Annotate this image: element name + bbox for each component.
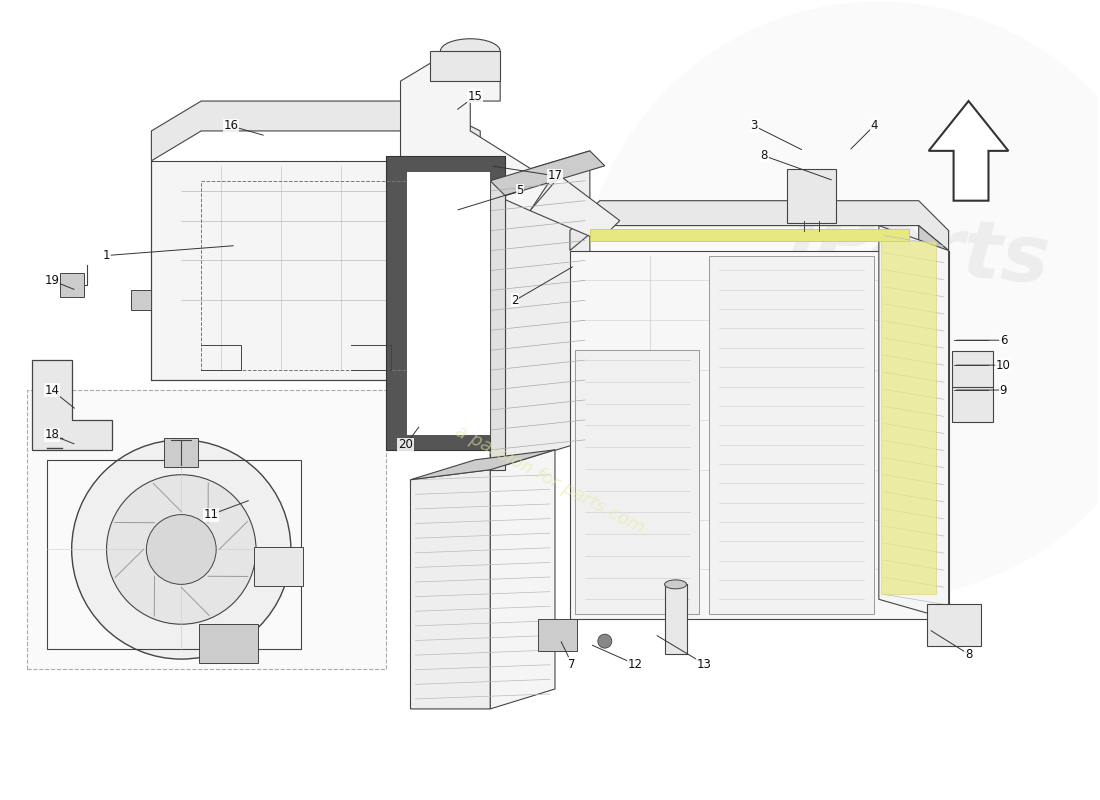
Polygon shape	[406, 170, 491, 435]
Text: 10: 10	[996, 358, 1011, 372]
Polygon shape	[152, 101, 481, 161]
FancyBboxPatch shape	[164, 438, 198, 466]
Text: 4: 4	[870, 119, 878, 133]
Text: 18: 18	[44, 428, 59, 442]
Polygon shape	[400, 51, 550, 210]
Text: 5: 5	[516, 184, 524, 198]
Polygon shape	[491, 450, 556, 709]
Polygon shape	[879, 226, 948, 619]
Text: 19: 19	[44, 274, 59, 287]
FancyBboxPatch shape	[664, 584, 686, 654]
Polygon shape	[152, 161, 481, 380]
FancyBboxPatch shape	[538, 619, 576, 651]
FancyBboxPatch shape	[590, 229, 909, 241]
Text: 13: 13	[697, 658, 712, 670]
Polygon shape	[420, 131, 481, 380]
FancyBboxPatch shape	[199, 624, 258, 663]
Polygon shape	[491, 151, 605, 196]
Text: 15: 15	[468, 90, 483, 102]
FancyBboxPatch shape	[952, 351, 993, 387]
Text: 16: 16	[223, 119, 239, 133]
Text: a passion for parts.com: a passion for parts.com	[452, 422, 648, 538]
Ellipse shape	[664, 580, 686, 589]
FancyBboxPatch shape	[430, 51, 500, 81]
Polygon shape	[530, 176, 619, 241]
FancyBboxPatch shape	[26, 390, 386, 669]
Circle shape	[146, 514, 217, 584]
Text: 3: 3	[750, 119, 758, 133]
Text: 6: 6	[1000, 334, 1008, 346]
Text: 20: 20	[398, 438, 412, 451]
Polygon shape	[491, 181, 505, 470]
Text: 7: 7	[569, 658, 575, 670]
Polygon shape	[132, 290, 152, 310]
FancyBboxPatch shape	[254, 547, 303, 586]
Polygon shape	[32, 360, 111, 450]
Text: 17: 17	[548, 170, 562, 182]
Text: 9: 9	[1000, 383, 1008, 397]
FancyBboxPatch shape	[952, 386, 993, 422]
Polygon shape	[570, 250, 948, 619]
Polygon shape	[410, 470, 491, 709]
Polygon shape	[386, 156, 505, 450]
Text: 12: 12	[627, 658, 642, 670]
Ellipse shape	[440, 38, 500, 64]
Polygon shape	[491, 151, 590, 470]
Text: 8: 8	[760, 150, 768, 162]
FancyBboxPatch shape	[881, 241, 936, 594]
Text: 55: 55	[884, 356, 954, 404]
Ellipse shape	[580, 2, 1100, 599]
Text: 11: 11	[204, 508, 219, 521]
Circle shape	[597, 634, 612, 648]
Polygon shape	[410, 450, 556, 480]
FancyBboxPatch shape	[788, 169, 836, 222]
Text: 1: 1	[102, 249, 110, 262]
Polygon shape	[710, 255, 873, 614]
Polygon shape	[928, 101, 1009, 201]
Polygon shape	[570, 201, 948, 250]
Text: 2: 2	[512, 294, 519, 307]
Text: 14: 14	[44, 383, 59, 397]
Circle shape	[107, 474, 256, 624]
Polygon shape	[918, 226, 948, 619]
Circle shape	[72, 440, 290, 659]
FancyBboxPatch shape	[926, 604, 980, 646]
Polygon shape	[575, 350, 700, 614]
Text: iParts: iParts	[784, 200, 1053, 301]
Text: 8: 8	[965, 648, 972, 661]
FancyBboxPatch shape	[59, 274, 84, 298]
